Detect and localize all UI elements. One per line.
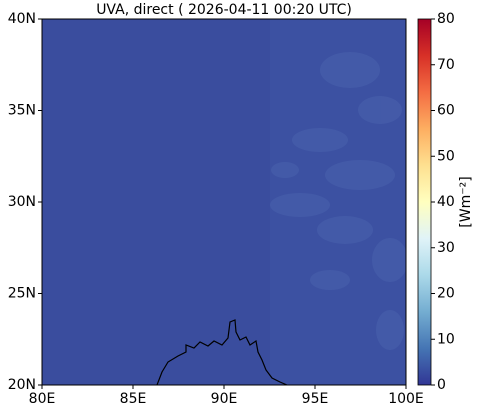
colorbar-tick-label: 60 bbox=[437, 103, 455, 119]
y-tick-label: 25N bbox=[8, 286, 36, 302]
y-tick-label: 30N bbox=[8, 194, 36, 210]
y-tick-label: 20N bbox=[8, 377, 36, 393]
x-tick-label: 80E bbox=[29, 391, 56, 407]
colorbar-tick-label: 50 bbox=[437, 148, 455, 164]
colorbar-tick-label: 10 bbox=[437, 331, 455, 347]
colorbar-label: [Wm⁻²] bbox=[458, 176, 474, 227]
coastline bbox=[156, 319, 288, 385]
colorbar-tick-label: 80 bbox=[437, 11, 455, 27]
colorbar-tick-label: 30 bbox=[437, 240, 455, 256]
x-tick-label: 90E bbox=[211, 391, 238, 407]
colorbar-tick-label: 40 bbox=[437, 194, 455, 210]
x-tick-label: 95E bbox=[302, 391, 329, 407]
x-tick-label: 85E bbox=[120, 391, 147, 407]
y-tick-label: 35N bbox=[8, 103, 36, 119]
field bbox=[42, 19, 406, 385]
x-tick-label: 100E bbox=[388, 391, 424, 407]
y-tick-label: 40N bbox=[8, 11, 36, 27]
colorbar-tick-label: 70 bbox=[437, 57, 455, 73]
colorbar-tick-label: 0 bbox=[437, 377, 446, 393]
colorbar bbox=[417, 18, 432, 386]
colorbar-tick-label: 20 bbox=[437, 286, 455, 302]
cloud-texture bbox=[270, 52, 406, 350]
map-title: UVA, direct ( 2026-04-11 00:20 UTC) bbox=[96, 2, 352, 18]
